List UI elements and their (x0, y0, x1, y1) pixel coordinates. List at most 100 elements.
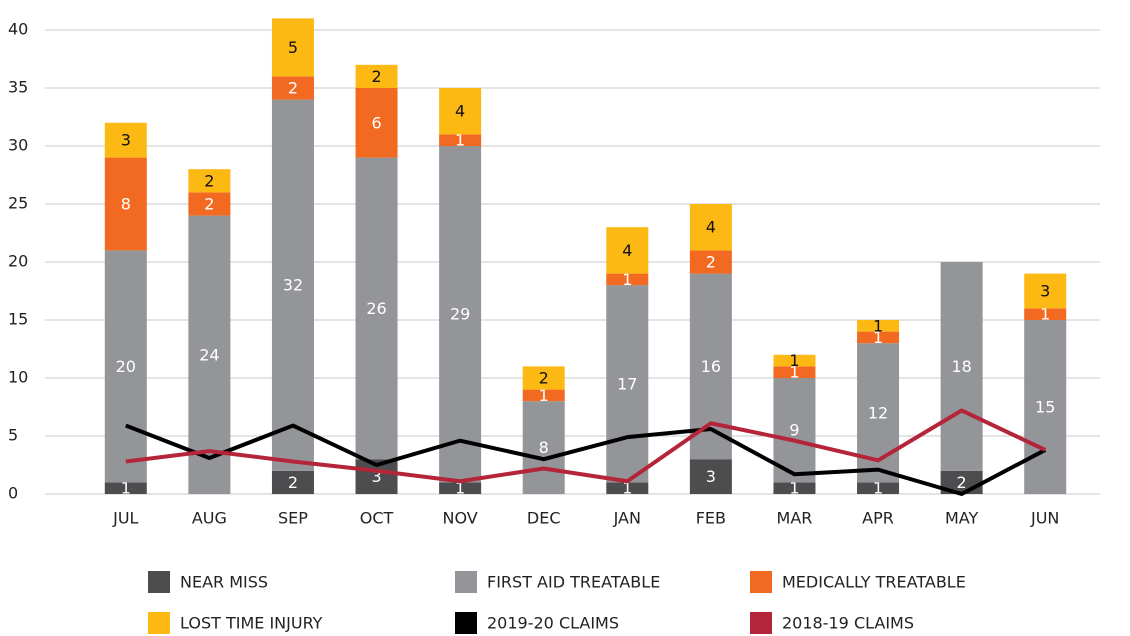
legend-swatch (455, 612, 477, 634)
value-label: 1 (622, 270, 632, 289)
legend-swatch (750, 571, 772, 593)
value-label: 3 (121, 131, 131, 150)
value-label: 3 (371, 467, 381, 486)
bar-segment (1024, 308, 1067, 320)
bar-segment (522, 366, 565, 390)
bar-segment (689, 459, 732, 494)
value-label: 12 (868, 403, 888, 422)
value-label: 2 (539, 369, 549, 388)
bar-segment (439, 88, 482, 135)
legend-label: 2019-20 CLAIMS (487, 614, 619, 633)
value-label: 1 (873, 316, 883, 335)
value-label: 3 (1040, 282, 1050, 301)
line-series (125, 408, 1047, 484)
bar-segment (773, 354, 816, 367)
y-tick-label: 35 (8, 78, 28, 97)
bar-segment (857, 482, 900, 494)
value-label: 1 (873, 479, 883, 498)
bar-segment (271, 470, 314, 494)
bar-segment (188, 192, 231, 216)
value-label: 29 (450, 305, 470, 324)
value-label: 5 (288, 38, 298, 57)
bar-segment (522, 401, 565, 494)
bar-segment (522, 389, 565, 402)
bar-segment (439, 134, 482, 146)
value-label: 20 (116, 357, 136, 376)
x-tick-label: MAY (945, 509, 979, 528)
legend-swatch (148, 612, 170, 634)
value-label: 24 (199, 345, 219, 364)
value-label: 17 (617, 374, 637, 393)
bar-segment (104, 250, 147, 483)
bar-segment (104, 482, 147, 494)
bar-segment (104, 122, 147, 158)
bar-segment (606, 227, 649, 274)
bar-segment (606, 273, 649, 286)
bar-segment (355, 157, 398, 460)
legend-label: MEDICALLY TREATABLE (782, 573, 966, 592)
y-tick-label: 5 (8, 426, 18, 445)
x-tick-label: NOV (443, 509, 478, 528)
x-tick-label: MAR (777, 509, 813, 528)
value-label: 1 (1040, 305, 1050, 324)
legend-label: NEAR MISS (180, 573, 268, 592)
bar-segment (1024, 320, 1067, 494)
bar-segment (857, 320, 900, 332)
legend-swatch (455, 571, 477, 593)
bar-segment (188, 169, 231, 193)
value-label: 1 (789, 363, 799, 382)
value-label: 1 (622, 479, 632, 498)
value-label: 32 (283, 276, 303, 295)
value-label: 8 (121, 195, 131, 214)
value-label: 1 (789, 351, 799, 370)
x-tick-label: JUL (112, 509, 138, 528)
x-tick-label: FEB (696, 509, 726, 528)
legend-label: FIRST AID TREATABLE (487, 573, 660, 592)
value-label: 2 (371, 67, 381, 86)
value-label: 3 (706, 467, 716, 486)
value-label: 26 (366, 299, 386, 318)
bar-segment (439, 146, 482, 483)
value-label: 16 (701, 357, 721, 376)
bar-segment (940, 262, 983, 471)
x-tick-label: DEC (527, 509, 561, 528)
value-label: 1 (873, 328, 883, 347)
value-label: 2 (706, 253, 716, 272)
value-label: 9 (789, 421, 799, 440)
bar-segment (606, 285, 649, 483)
y-tick-label: 15 (8, 310, 28, 329)
bar-segment (104, 157, 147, 251)
x-tick-label: JAN (613, 509, 641, 528)
value-label: 4 (706, 218, 716, 237)
value-label: 18 (951, 357, 971, 376)
value-label: 2 (957, 473, 967, 492)
y-tick-label: 40 (8, 20, 28, 39)
x-tick-label: AUG (192, 509, 227, 528)
value-label: 1 (455, 131, 465, 150)
legend-swatch (148, 571, 170, 593)
x-tick-label: OCT (360, 509, 394, 528)
value-label: 2 (204, 195, 214, 214)
x-tick-label: JUN (1030, 509, 1059, 528)
legend-label: 2018-19 CLAIMS (782, 614, 914, 633)
value-label: 1 (789, 479, 799, 498)
bar-segment (773, 482, 816, 494)
value-label: 6 (371, 113, 381, 132)
line-series (125, 423, 1047, 496)
bar-segment (857, 331, 900, 344)
bar-segment (773, 366, 816, 378)
y-tick-label: 25 (8, 194, 28, 213)
bar-segment (271, 18, 314, 77)
value-label: 2 (288, 473, 298, 492)
bar-segment (689, 250, 732, 274)
value-label: 2 (204, 171, 214, 190)
legend-label: LOST TIME INJURY (180, 614, 323, 633)
value-label: 4 (622, 241, 632, 260)
value-label: 1 (539, 386, 549, 405)
bar-segment (271, 99, 314, 471)
value-label: 1 (455, 479, 465, 498)
y-tick-label: 10 (8, 368, 28, 387)
bar-segment (439, 482, 482, 494)
y-tick-label: 30 (8, 136, 28, 155)
